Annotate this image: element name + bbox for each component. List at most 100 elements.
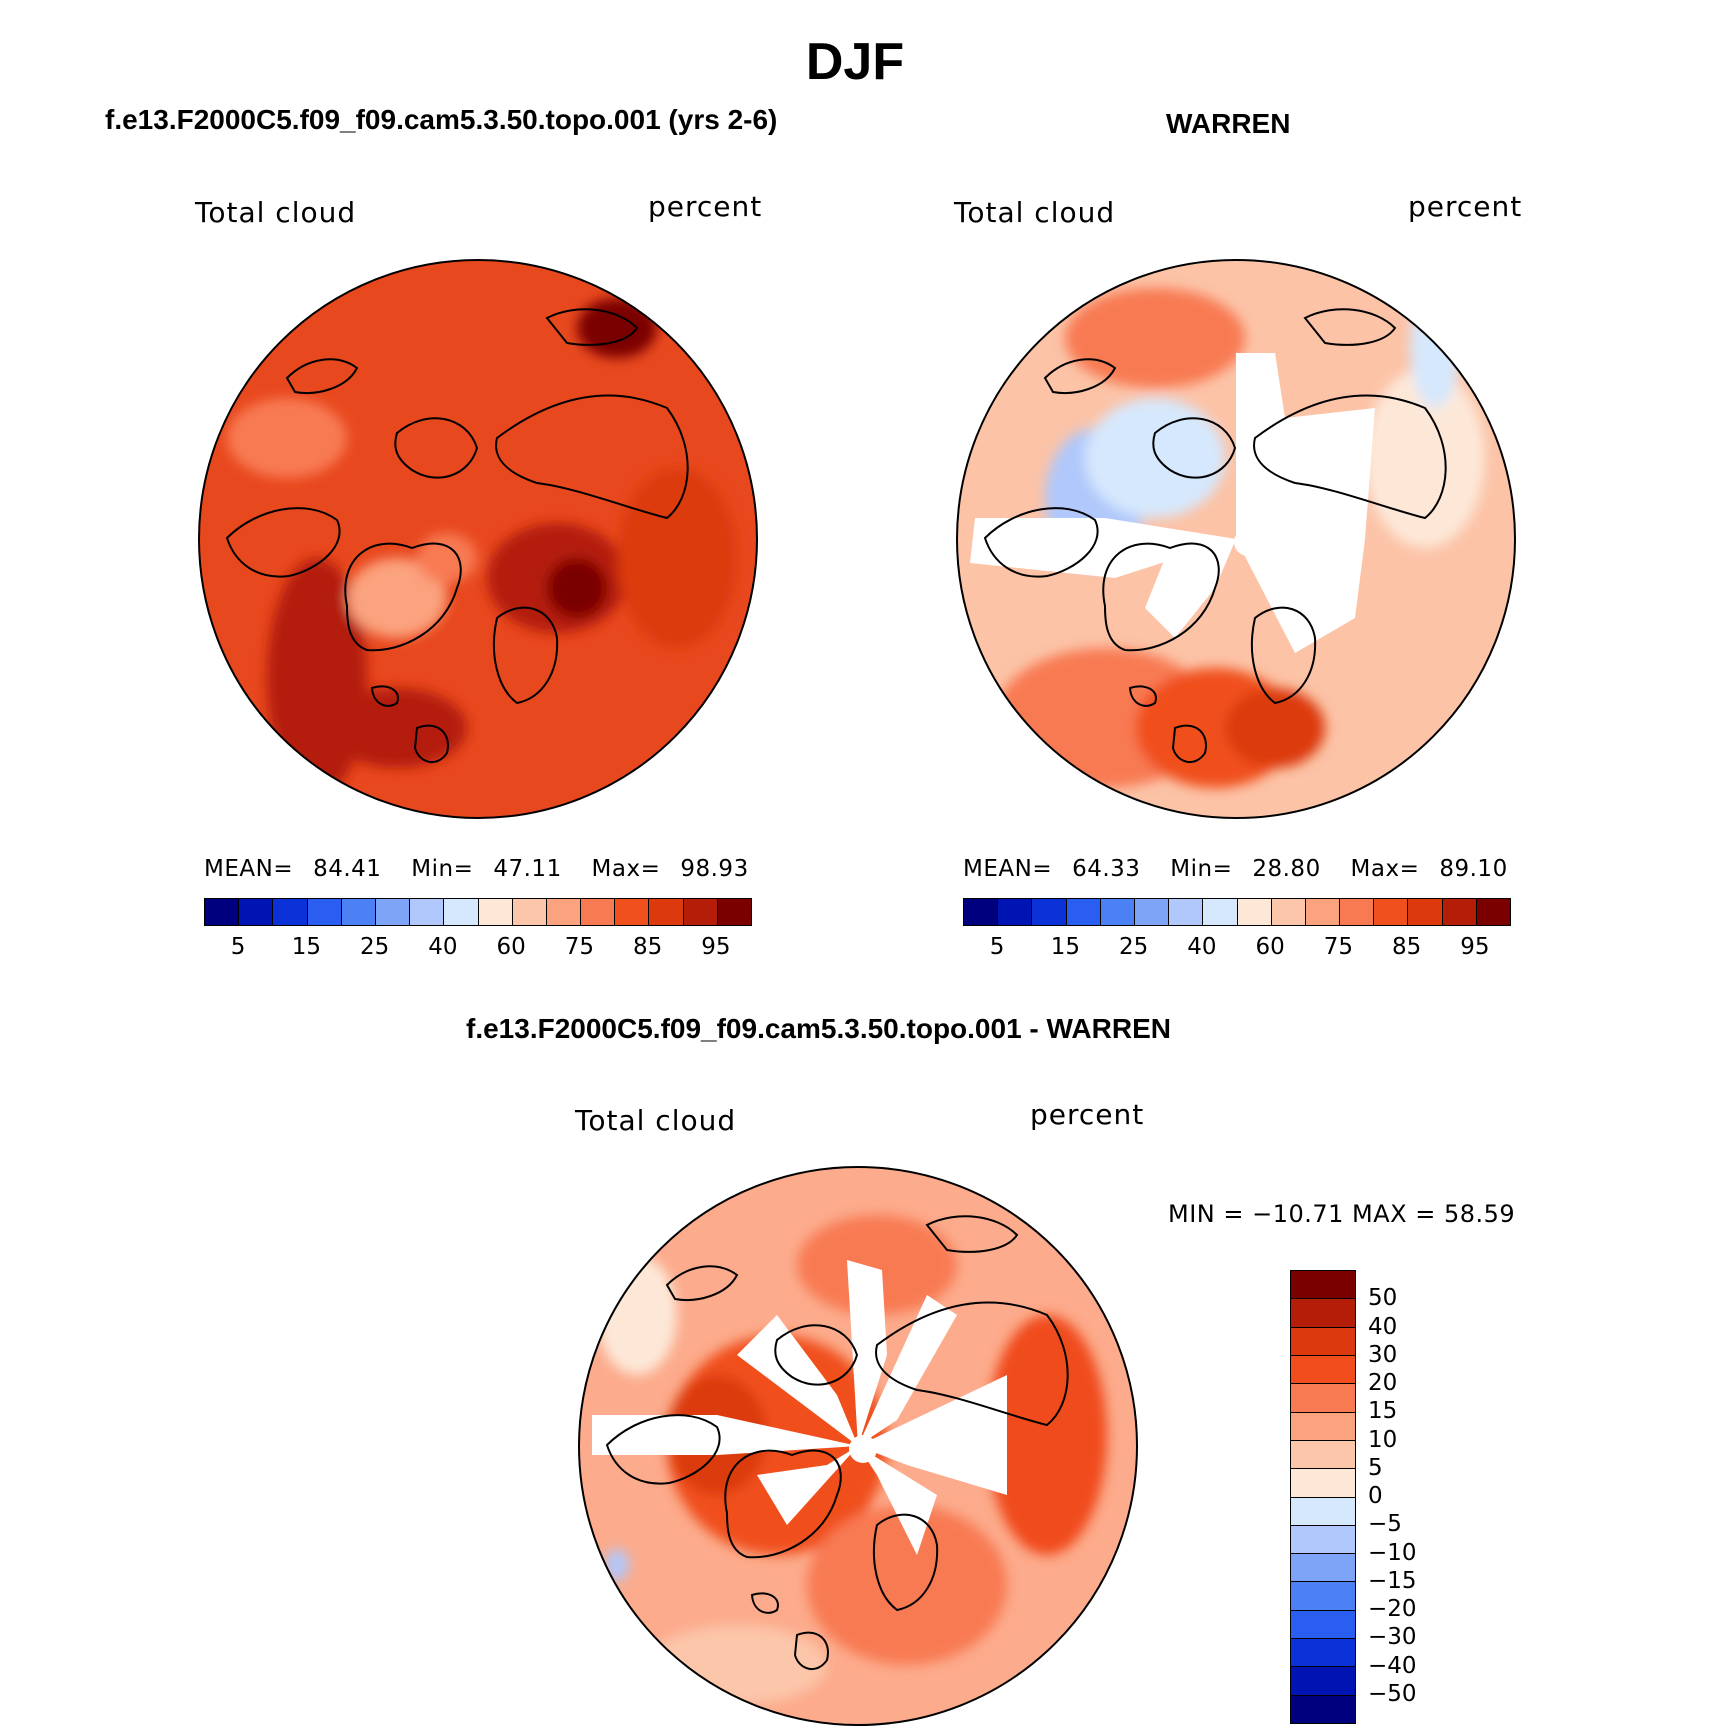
obs-min-label: Min= [1170,856,1233,882]
diff-panel-title: f.e13.F2000C5.f09_f09.cam5.3.50.topo.001… [466,1013,1171,1044]
colorbar-tick-label: 75 [564,934,595,960]
field-region [797,1215,957,1315]
field-region [227,398,347,478]
colorbar-swatch [1305,899,1341,925]
field-region [1225,688,1325,768]
diff-colorbar [1290,1270,1356,1724]
coastline [665,1265,739,1301]
obs-polar-map [956,259,1516,819]
missing-data-region [858,1295,957,1446]
colorbar-tick-label: −30 [1368,1624,1417,1651]
coastline [1102,542,1220,652]
colorbar-tick-label: 5 [1368,1454,1383,1481]
obs-max-label: Max= [1350,856,1420,882]
colorbar-swatch [1291,1610,1355,1640]
missing-data-region [1236,539,1365,653]
model-min-value: 47.11 [493,856,562,882]
field-region [1065,288,1245,388]
map-boundary [198,259,758,819]
field-region [807,1505,1007,1665]
model-variable-label: Total cloud [195,196,357,229]
map-field [957,260,1515,818]
coastline [774,1324,859,1386]
colorbar-swatch [1100,899,1135,925]
colorbar-swatch [615,899,650,925]
colorbar-tick-label: −10 [1368,1539,1417,1566]
diff-colorbar-ticks: 50 40 30 20 15 10 5 0 −5 −10 −15 −20 −30 −40 −50 [1368,1270,1458,1722]
model-polar-map [198,259,758,819]
colorbar-tick-label: 40 [1187,934,1217,960]
colorbar-swatch [444,899,479,925]
colorbar-tick-label: 20 [1368,1370,1398,1396]
colorbar-tick-label: 0 [1368,1483,1383,1509]
colorbar-swatch [1291,1639,1355,1668]
colorbar-swatch [273,899,308,925]
colorbar-tick-label: 15 [1050,934,1081,960]
colorbar-tick-label: 95 [1460,934,1490,960]
coastline [495,394,689,520]
colorbar-swatch [683,899,718,925]
colorbar-swatch [998,899,1033,925]
field-region [1085,398,1225,518]
diff-units-label: percent [1030,1098,1145,1131]
coastline [983,507,1099,578]
coastline [1128,685,1157,707]
colorbar-swatch [1291,1299,1355,1328]
model-max-value: 98.93 [680,856,749,882]
model-max-label: Max= [591,856,661,882]
map-boundary [956,259,1516,819]
colorbar-swatch [1340,899,1375,925]
colorbar-tick-label: 15 [291,934,322,960]
coastline [1303,308,1397,346]
model-panel-title: f.e13.F2000C5.f09_f09.cam5.3.50.topo.001… [105,104,778,135]
colorbar-swatch [649,899,684,925]
diff-minmax-stats: MIN = −10.71 MAX = 58.59 [1168,1200,1516,1228]
colorbar-tick-label: 30 [1368,1341,1398,1368]
coastline [413,724,449,763]
map-field [199,260,757,818]
model-mean-label: MEAN= [204,856,294,882]
colorbar-swatch [1291,1525,1355,1555]
colorbar-swatch [1203,899,1238,925]
diff-variable-label: Total cloud [575,1104,737,1137]
colorbar-swatch [1291,1469,1355,1498]
field-region [987,1315,1107,1555]
coastline [1171,724,1207,763]
missing-data-region [757,1446,858,1525]
missing-data-region [858,1375,1007,1495]
colorbar-swatch [1442,899,1477,925]
colorbar-tick-label: −40 [1368,1652,1417,1679]
coastline [1253,394,1447,520]
coastline [394,417,479,479]
coastline [605,1414,721,1485]
colorbar-swatch [1271,899,1306,925]
coastline [1251,606,1317,705]
colorbar-swatch [1169,899,1204,925]
model-stats: MEAN= 84.41 Min= 47.11 Max= 98.93 [204,856,749,882]
field-region [547,558,607,618]
obs-units-label: percent [1408,190,1523,223]
coastline [793,1631,829,1670]
colorbar-swatch [1291,1695,1355,1723]
colorbar-swatch [205,899,240,925]
colorbar-swatch [1291,1497,1355,1526]
model-units-label: percent [648,190,763,223]
colorbar-tick-label: −15 [1368,1567,1417,1594]
model-min-label: Min= [411,856,474,882]
coastline [225,507,341,578]
coastline [285,358,359,394]
colorbar-swatch [239,899,274,925]
colorbar-swatch [546,899,582,925]
field-region [617,468,737,648]
page-title: DJF [805,33,905,91]
colorbar-swatch [375,899,411,925]
obs-min-value: 28.80 [1252,856,1321,882]
missing-data-region [1145,539,1236,638]
field-region [597,1255,677,1375]
colorbar-tick-label: 85 [1391,934,1422,960]
colorbar-swatch [478,899,513,925]
colorbar-swatch [410,899,445,925]
model-colorbar-ticks: 5 15 25 40 60 75 85 95 [204,934,750,964]
colorbar-tick-label: 50 [1368,1285,1398,1312]
colorbar-swatch [1291,1271,1355,1300]
